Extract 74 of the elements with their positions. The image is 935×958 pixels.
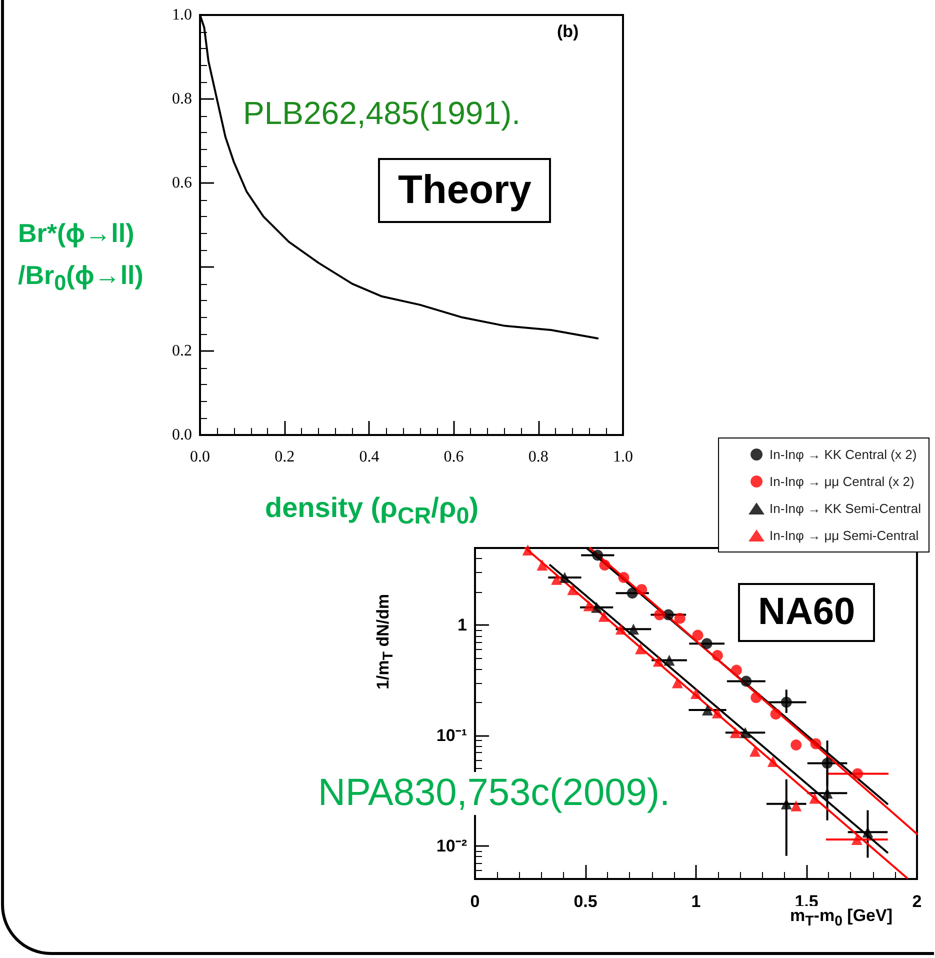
legend-label: In-Inφ → KK Central (x 2) xyxy=(770,447,917,462)
point xyxy=(852,768,864,780)
y-tick-label: 10⁻² xyxy=(436,836,468,856)
y-tick-label: 1.0 xyxy=(172,6,192,24)
point xyxy=(692,630,704,641)
point xyxy=(790,800,802,812)
point xyxy=(701,638,712,650)
point xyxy=(536,560,548,571)
x-tick-label: 0.4 xyxy=(359,448,380,466)
x-axis-title: density (ρ$_{CR}$/ρ$_{0}$) xyxy=(265,492,479,530)
point xyxy=(591,602,602,613)
point xyxy=(822,758,833,769)
x-tick-label: 1 xyxy=(691,892,701,911)
x-tick-label: 0 xyxy=(470,892,480,911)
point xyxy=(599,560,610,571)
annotation: NPA830,753c(2009). xyxy=(318,772,670,815)
point xyxy=(615,624,626,635)
y-tick-label: 10⁻¹ xyxy=(436,726,468,745)
point xyxy=(567,584,578,596)
y-tick-label: 0.8 xyxy=(172,90,192,108)
point xyxy=(628,624,639,635)
y-tick-label: 0.0 xyxy=(172,426,192,444)
y-tick-label: 1 xyxy=(458,616,467,635)
y-tick-label: 0.6 xyxy=(172,174,192,192)
point xyxy=(712,650,723,662)
annotation: PLB262,485(1991). xyxy=(243,95,521,132)
point xyxy=(780,696,792,708)
point xyxy=(664,654,675,666)
point xyxy=(674,612,686,624)
point xyxy=(822,788,833,799)
x-tick-label: 2 xyxy=(912,892,922,911)
point xyxy=(790,739,802,750)
legend-label: In-Inφ → μμ Central (x 2) xyxy=(770,474,914,489)
x-tick-label: 0.5 xyxy=(574,892,598,911)
point xyxy=(750,692,762,704)
point xyxy=(702,704,713,716)
point xyxy=(770,708,782,720)
x-axis-title: m$_{T}$-m$_{0}$ [GeV] xyxy=(790,906,892,930)
legend-label: In-Inφ → μμ Semi-Central xyxy=(770,528,919,543)
point xyxy=(851,834,862,846)
point xyxy=(809,792,820,804)
point xyxy=(626,588,638,599)
x-tick-label: 0.0 xyxy=(190,448,210,466)
x-tick-label: 0.2 xyxy=(274,448,295,466)
x-tick-label: 0.8 xyxy=(528,448,548,466)
point xyxy=(740,727,751,738)
point xyxy=(712,707,723,718)
point xyxy=(635,643,646,654)
point xyxy=(750,746,761,757)
annotation: NA60 xyxy=(738,583,876,642)
point xyxy=(654,609,666,620)
point xyxy=(810,738,822,750)
point xyxy=(672,677,683,688)
y-axis-title: Br*(ϕ→ll) /Br$_{0}$(ϕ→ll) xyxy=(18,217,144,298)
point xyxy=(522,544,534,556)
point xyxy=(767,756,778,768)
point xyxy=(618,572,630,584)
annotation: Theory xyxy=(378,158,552,223)
point xyxy=(636,584,648,596)
y-tick-label: 0.2 xyxy=(172,342,192,360)
point xyxy=(780,798,792,810)
point xyxy=(559,572,570,584)
point xyxy=(652,656,664,667)
point xyxy=(730,727,741,738)
legend-label: In-Inφ → KK Semi-Central xyxy=(770,501,922,516)
point xyxy=(598,610,610,622)
point xyxy=(730,664,742,676)
point xyxy=(583,600,594,612)
point xyxy=(862,826,874,838)
annotation: (b) xyxy=(557,22,579,42)
point xyxy=(740,676,752,687)
point xyxy=(690,688,702,700)
x-tick-label: 1.0 xyxy=(613,448,633,466)
point xyxy=(592,550,604,561)
